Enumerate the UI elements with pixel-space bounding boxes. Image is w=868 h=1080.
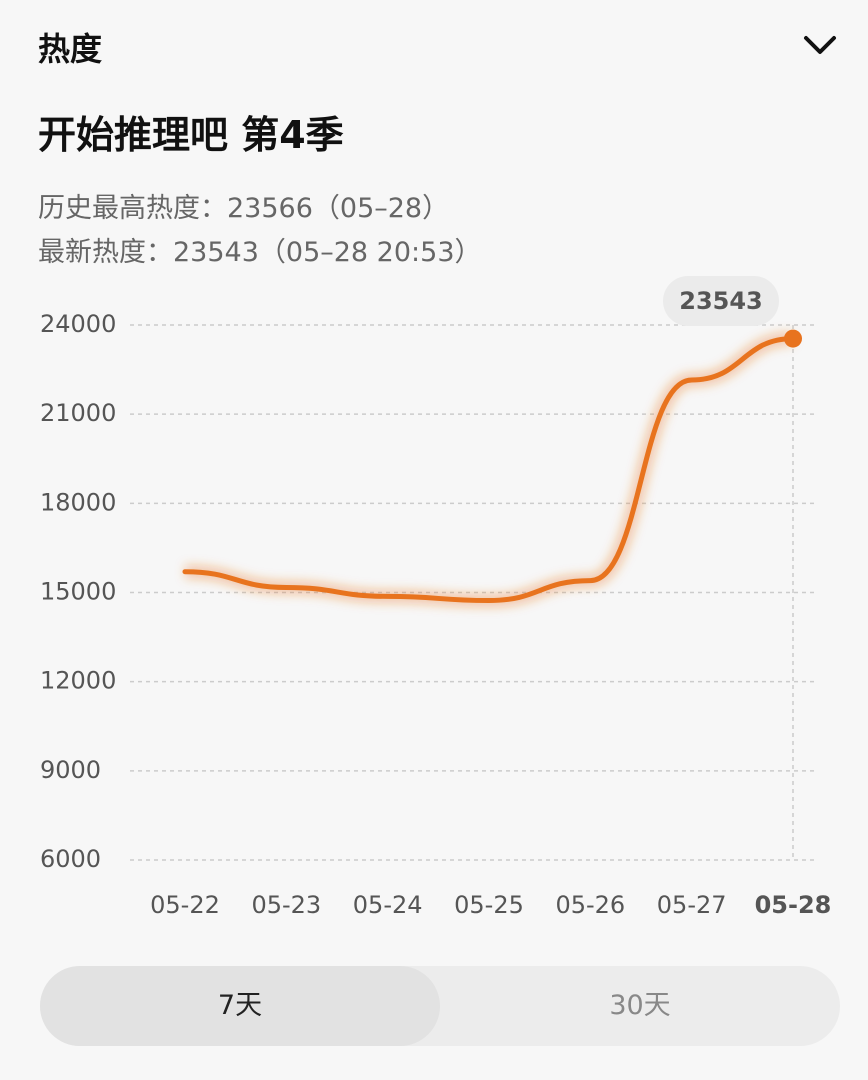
y-tick-label: 12000 xyxy=(40,667,116,695)
chart: 6000 9000 12000 15000 18000 21000 24000 05-22 05… xyxy=(40,276,832,919)
x-tick-label: 05-28 xyxy=(755,891,832,919)
x-tick-label: 05-26 xyxy=(555,891,625,919)
y-tick-label: 18000 xyxy=(40,488,116,516)
y-tick-label: 24000 xyxy=(40,310,116,338)
x-tick-label: 05-23 xyxy=(251,891,321,919)
x-tick-label: 05-25 xyxy=(454,891,524,919)
range-tabs: 7天 30天 xyxy=(40,966,840,1046)
collapse-button[interactable] xyxy=(800,30,840,60)
value-label: 23543 xyxy=(679,287,763,315)
point xyxy=(784,329,802,348)
value-badge xyxy=(663,276,779,326)
y-tick-label: 6000 xyxy=(40,845,101,873)
header-title: 热度 xyxy=(38,30,103,68)
latest-stat: 最新热度：23543（05–28 20:53） xyxy=(38,237,482,268)
x-tick-label: 05-22 xyxy=(150,891,220,919)
y-tick-label: 9000 xyxy=(40,756,101,784)
x-tick-label: 05-24 xyxy=(353,891,423,919)
line xyxy=(182,336,796,604)
tab-7d[interactable]: 7天 xyxy=(40,966,440,1046)
x-tick-label: 05-27 xyxy=(657,891,727,919)
y-tick-label: 15000 xyxy=(40,578,116,606)
peak-stat: 历史最高热度：23566（05–28） xyxy=(38,193,450,224)
show-title: 开始推理吧 第4季 xyxy=(38,113,344,157)
y-tick-label: 21000 xyxy=(40,399,116,427)
tab-30d[interactable]: 30天 xyxy=(609,990,671,1021)
